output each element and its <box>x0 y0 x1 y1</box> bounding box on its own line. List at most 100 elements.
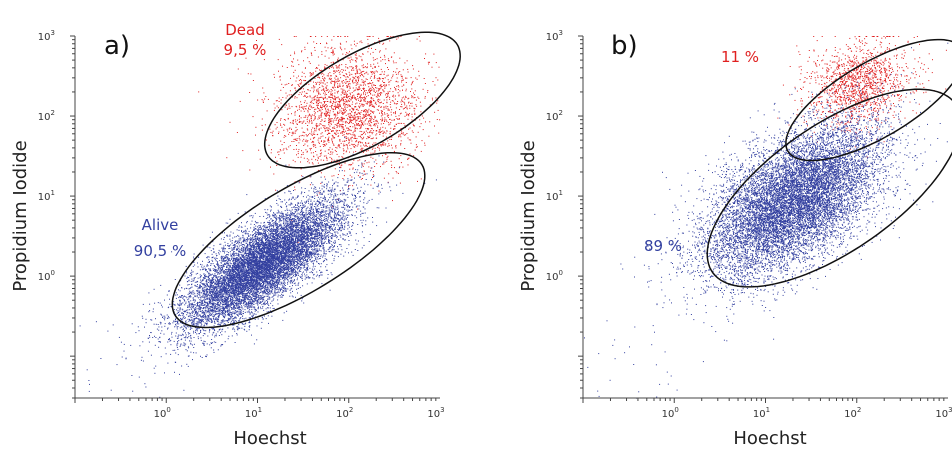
data-point <box>375 123 377 125</box>
data-point <box>215 257 217 259</box>
data-point <box>333 67 334 69</box>
data-point <box>354 97 356 98</box>
data-point <box>285 206 287 208</box>
data-point <box>373 100 374 101</box>
data-point <box>271 132 273 134</box>
data-point <box>374 66 376 68</box>
data-point <box>293 71 295 73</box>
data-point <box>311 99 313 101</box>
data-point <box>347 113 349 115</box>
data-point <box>431 97 433 99</box>
data-point <box>399 113 401 115</box>
data-point <box>340 236 342 238</box>
data-point <box>248 245 250 247</box>
data-point <box>302 204 304 206</box>
data-point <box>294 237 296 239</box>
data-point <box>355 53 357 55</box>
data-point <box>340 126 342 127</box>
data-point <box>168 338 170 340</box>
data-point <box>330 122 332 124</box>
data-point <box>362 151 364 153</box>
data-point <box>237 271 239 273</box>
data-point <box>300 110 302 112</box>
data-point <box>309 184 311 186</box>
data-point <box>236 249 238 251</box>
data-point <box>180 322 182 324</box>
data-point <box>223 287 225 289</box>
data-point <box>323 127 325 129</box>
data-point <box>361 222 363 224</box>
data-point <box>225 306 227 308</box>
data-point <box>342 129 344 131</box>
data-point <box>374 166 376 167</box>
data-point <box>300 246 302 247</box>
data-point <box>365 118 367 120</box>
data-point <box>301 154 303 156</box>
data-point <box>317 156 319 158</box>
data-point <box>383 108 385 110</box>
data-point <box>193 318 195 320</box>
data-point <box>340 47 342 49</box>
data-point <box>238 270 240 272</box>
data-point <box>338 105 340 107</box>
data-point <box>331 134 333 136</box>
data-point <box>273 73 275 75</box>
data-point <box>332 61 334 63</box>
data-point <box>382 163 384 165</box>
data-point <box>309 204 311 206</box>
data-point <box>321 51 323 53</box>
data-point <box>294 181 296 183</box>
data-point <box>362 174 364 176</box>
data-point <box>293 75 295 77</box>
data-point <box>279 217 281 219</box>
data-point <box>342 111 343 113</box>
data-point <box>249 250 251 251</box>
data-point <box>229 278 231 280</box>
data-point <box>241 231 242 233</box>
data-point <box>249 288 251 289</box>
data-point <box>406 107 408 109</box>
data-point <box>289 265 291 267</box>
data-point <box>300 156 302 158</box>
data-point <box>364 99 366 101</box>
data-point <box>296 123 298 125</box>
data-point <box>369 135 371 137</box>
data-point <box>348 139 350 141</box>
data-point <box>332 121 334 123</box>
data-point <box>327 88 329 90</box>
data-point <box>353 137 355 139</box>
data-point <box>350 58 352 60</box>
data-point <box>315 146 317 148</box>
data-point <box>259 237 261 239</box>
data-point <box>380 60 382 62</box>
data-point <box>360 111 362 113</box>
data-point <box>347 57 349 59</box>
data-point <box>335 129 337 131</box>
data-point <box>264 288 266 289</box>
data-point <box>365 128 367 130</box>
data-point <box>371 100 373 102</box>
data-point <box>266 268 268 270</box>
data-point <box>337 125 339 127</box>
data-point <box>411 102 413 104</box>
data-point <box>252 273 254 275</box>
data-point <box>213 280 215 282</box>
data-point <box>357 98 359 100</box>
data-point <box>369 87 371 89</box>
data-point <box>232 275 234 277</box>
data-point <box>282 65 283 67</box>
data-point <box>360 148 362 150</box>
data-point <box>298 142 300 144</box>
data-point <box>348 138 350 140</box>
data-point <box>205 292 207 294</box>
data-point <box>362 165 364 167</box>
data-point <box>261 264 263 266</box>
data-point <box>361 121 362 123</box>
data-point <box>348 127 350 129</box>
data-point <box>344 112 345 114</box>
data-point <box>343 150 345 152</box>
data-point <box>287 252 289 254</box>
data-point <box>434 111 436 113</box>
data-point <box>327 112 328 114</box>
data-point <box>363 110 364 112</box>
